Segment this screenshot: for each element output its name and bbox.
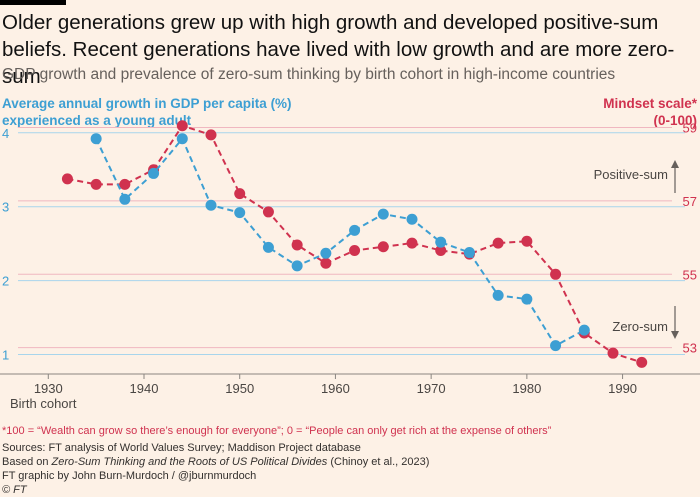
footnote: *100 = “Wealth can grow so there’s enoug… <box>2 425 552 437</box>
growth-point-1968 <box>406 213 418 225</box>
mindset-point-1950 <box>234 188 246 200</box>
x-axis-ticks: 1930 1940 1950 1960 1970 1980 1990 <box>34 374 637 396</box>
growth-point-1977 <box>492 289 504 301</box>
growth-point-1956 <box>291 260 303 272</box>
growth-point-1938 <box>119 193 131 205</box>
right-axis-title-line1: Mindset scale* <box>603 96 697 111</box>
growth-point-1986 <box>578 324 590 336</box>
mindset-point-1944 <box>176 120 188 132</box>
based-on-suffix: (Chinoy et al., 2023) <box>327 456 430 468</box>
x-axis-label: Birth cohort <box>10 396 77 411</box>
left-tick-label: 4 <box>2 126 9 141</box>
left-axis-title-line1: Average annual growth in GDP per capita … <box>2 96 292 111</box>
growth-point-1962 <box>349 224 361 236</box>
chart-subtitle: GDP growth and prevalence of zero-sum th… <box>2 66 616 83</box>
gridlines <box>0 127 700 375</box>
x-tick-label: 1930 <box>34 381 63 396</box>
growth-point-1965 <box>377 208 389 220</box>
mindset-point-1989 <box>607 347 619 359</box>
mindset-point-1953 <box>262 206 274 218</box>
right-tick-label: 57 <box>683 194 697 209</box>
growth-point-1947 <box>205 199 217 211</box>
mindset-point-1938 <box>119 178 131 190</box>
down-arrow-icon <box>671 331 679 339</box>
mindset-point-1935 <box>90 178 102 190</box>
growth-point-1959 <box>320 247 332 259</box>
mindset-point-1932 <box>61 173 73 185</box>
mindset-point-1992 <box>636 356 648 368</box>
growth-point-1950 <box>234 207 246 219</box>
growth-point-1983 <box>550 340 562 352</box>
right-tick-label: 59 <box>683 121 697 136</box>
up-arrow-icon <box>671 160 679 168</box>
left-axis-title-line2: experienced as a young adult <box>2 113 192 128</box>
based-on-title: Zero-Sum Thinking and the Roots of US Po… <box>51 456 328 468</box>
mindset-series <box>61 120 648 368</box>
chart-title: Older generations grew up with high grow… <box>2 11 675 88</box>
growth-point-1953 <box>262 241 274 253</box>
x-tick-label: 1980 <box>512 381 541 396</box>
growth-point-1944 <box>176 133 188 145</box>
mindset-point-1968 <box>406 237 418 249</box>
mindset-point-1971 <box>435 244 447 256</box>
left-axis-title: Average annual growth in GDP per capita … <box>2 95 362 129</box>
mindset-point-1947 <box>205 129 217 141</box>
x-tick-label: 1940 <box>130 381 159 396</box>
ft-brand-bar <box>0 0 66 5</box>
mindset-point-1959 <box>320 257 332 269</box>
sources-note: Sources: FT analysis of World Values Sur… <box>2 442 361 454</box>
zero-sum-label: Zero-sum <box>612 319 668 334</box>
right-axis-title-line2: (0-100) <box>653 113 697 128</box>
x-tick-label: 1950 <box>225 381 254 396</box>
right-tick-label: 55 <box>683 267 697 282</box>
left-tick-label: 1 <box>2 348 9 363</box>
mindset-point-1965 <box>377 241 389 253</box>
x-tick-label: 1990 <box>608 381 637 396</box>
mindset-point-1983 <box>550 268 562 280</box>
zero-sum-annotation: Zero-sum <box>612 306 679 339</box>
mindset-line <box>67 124 643 364</box>
growth-point-1941 <box>148 167 160 179</box>
mindset-point-1977 <box>492 237 504 249</box>
x-tick-label: 1960 <box>321 381 350 396</box>
mindset-point-1980 <box>521 235 533 247</box>
growth-series <box>90 133 590 352</box>
based-on-note: Based on Zero-Sum Thinking and the Roots… <box>2 456 429 468</box>
growth-point-1980 <box>521 293 533 305</box>
based-on-prefix: Based on <box>2 456 52 468</box>
left-axis-ticks: 1 2 3 4 <box>2 126 9 363</box>
growth-point-1935 <box>90 133 102 145</box>
mindset-point-1956 <box>291 239 303 251</box>
positive-sum-annotation: Positive-sum <box>594 160 679 193</box>
growth-point-1974 <box>463 247 475 259</box>
x-tick-label: 1970 <box>417 381 446 396</box>
credit-note: FT graphic by John Burn-Murdoch / @jburn… <box>2 470 257 482</box>
left-tick-label: 2 <box>2 274 9 289</box>
left-tick-label: 3 <box>2 200 9 215</box>
positive-sum-label: Positive-sum <box>594 167 668 182</box>
right-axis-ticks: 53 55 57 59 <box>683 121 697 356</box>
right-axis-title: Mindset scale* (0-100) <box>557 95 697 129</box>
growth-point-1971 <box>435 236 447 248</box>
mindset-point-1962 <box>349 244 361 256</box>
right-tick-label: 53 <box>683 341 697 356</box>
copyright: © FT <box>2 484 27 496</box>
